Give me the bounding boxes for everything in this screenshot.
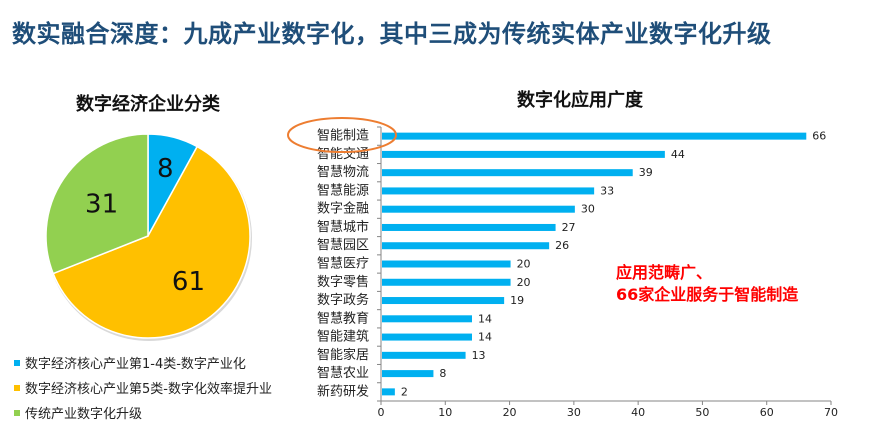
- annotation-callout: 应用范畴广、 66家企业服务于智能制造: [616, 262, 798, 306]
- highlight-ellipse: [287, 117, 397, 153]
- x-tick-label: 0: [378, 406, 385, 419]
- category-label: 智慧园区: [317, 237, 369, 253]
- bar: [382, 150, 665, 158]
- legend-item: 数字经济核心产业第1-4类-数字产业化: [14, 350, 272, 375]
- annotation-line-2: 66家企业服务于智能制造: [616, 285, 799, 304]
- x-tick-label: 40: [631, 406, 645, 419]
- x-tick-label: 30: [567, 406, 581, 419]
- bar: [382, 315, 472, 323]
- category-label: 数字金融: [317, 201, 369, 217]
- bar-value-label: 13: [472, 349, 486, 362]
- legend-label: 传统产业数字化升级: [25, 407, 143, 422]
- bar: [382, 242, 550, 250]
- legend-swatch: [14, 384, 20, 391]
- pie-value-label: 31: [85, 189, 118, 219]
- x-tick-label: 60: [760, 406, 774, 419]
- legend-label: 数字经济核心产业第1-4类-数字产业化: [25, 357, 246, 372]
- pie-chart-title: 数字经济企业分类: [76, 94, 220, 115]
- legend-swatch: [14, 359, 20, 366]
- bar-value-label: 8: [439, 367, 446, 380]
- bar-value-label: 2: [401, 385, 408, 398]
- category-label: 智慧教育: [317, 310, 369, 326]
- x-tick-label: 10: [438, 406, 452, 419]
- bar: [382, 370, 434, 378]
- x-tick-label: 50: [695, 406, 709, 419]
- category-label: 智慧农业: [317, 365, 369, 381]
- bar-value-label: 27: [562, 221, 576, 234]
- bar-value-label: 30: [581, 203, 595, 216]
- pie-value-label: 61: [172, 267, 205, 297]
- x-tick-label: 70: [824, 406, 838, 419]
- category-label: 智能建筑: [317, 329, 369, 345]
- category-label: 新药研发: [317, 383, 369, 399]
- bar-value-label: 26: [555, 239, 569, 252]
- annotation-line-1: 应用范畴广、: [616, 263, 713, 282]
- category-label: 智慧医疗: [317, 256, 369, 272]
- bar: [382, 388, 395, 396]
- pie-slice: [52, 145, 251, 339]
- bar: [382, 187, 595, 195]
- bar: [382, 260, 511, 268]
- pie-chart: 8 61 31: [45, 133, 252, 341]
- bar-chart-title: 数字化应用广度: [517, 90, 643, 111]
- pie-slice: [45, 133, 149, 275]
- legend-label: 数字经济核心产业第5类-数字化效率提升业: [25, 382, 272, 397]
- category-label: 智能家居: [317, 347, 369, 363]
- bar: [382, 351, 466, 359]
- bar-chart: 0 10 20 30 40 50 60 70 智能制造 66 智能交通 44 智慧物流 39 智慧能源 33 数…: [317, 126, 838, 419]
- bar-value-label: 20: [517, 258, 531, 271]
- bar: [382, 132, 807, 140]
- bar-value-label: 20: [517, 276, 531, 289]
- bar-value-label: 44: [671, 148, 685, 161]
- bar: [382, 169, 633, 177]
- bar-value-label: 14: [478, 312, 492, 325]
- bar: [382, 278, 511, 286]
- legend-item: 传统产业数字化升级: [14, 400, 272, 425]
- category-label: 数字零售: [317, 274, 369, 290]
- bar-value-label: 19: [510, 294, 524, 307]
- category-label: 智慧物流: [317, 164, 369, 180]
- x-tick-label: 20: [503, 406, 517, 419]
- pie-legend: 数字经济核心产业第1-4类-数字产业化数字经济核心产业第5类-数字化效率提升业传…: [14, 350, 272, 425]
- bar-value-label: 39: [639, 166, 653, 179]
- category-label: 智慧能源: [317, 182, 369, 198]
- bar-value-label: 14: [478, 331, 492, 344]
- legend-item: 数字经济核心产业第5类-数字化效率提升业: [14, 375, 272, 400]
- category-label: 数字政务: [317, 292, 369, 308]
- category-label: 智慧城市: [317, 219, 369, 235]
- bar: [382, 333, 472, 341]
- bar: [382, 205, 575, 213]
- bar: [382, 297, 505, 305]
- pie-value-label: 8: [157, 154, 174, 184]
- legend-swatch: [14, 409, 20, 416]
- category-label: 智能制造: [317, 129, 369, 144]
- bar-value-label: 33: [600, 184, 614, 197]
- bar: [382, 223, 556, 231]
- page-title: 数实融合深度：九成产业数字化，其中三成为传统实体产业数字化升级: [12, 20, 772, 48]
- category-label: 智能交通: [317, 146, 369, 162]
- bar-value-label: 66: [812, 130, 826, 143]
